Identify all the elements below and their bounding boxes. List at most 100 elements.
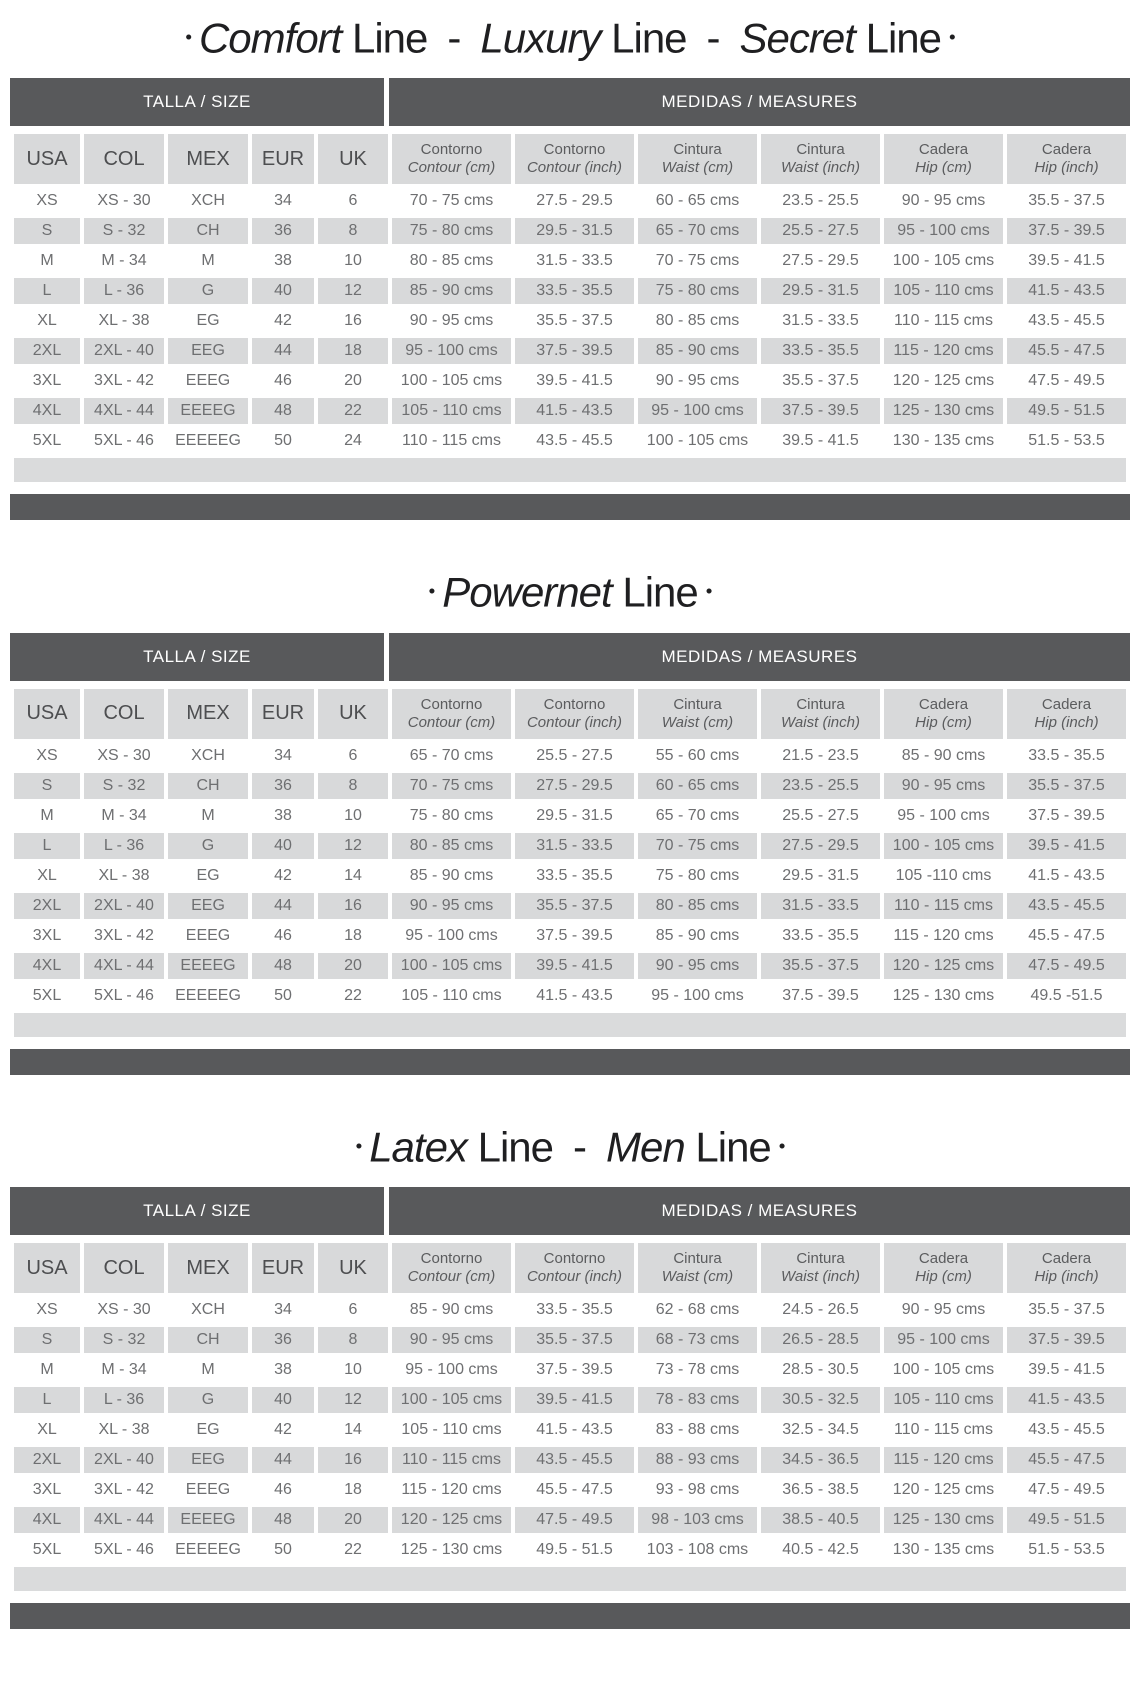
- measure-cell: 45.5 - 47.5: [515, 1477, 634, 1504]
- empty-row-cell: [14, 458, 1126, 483]
- measure-cell: 80 - 85 cms: [392, 248, 511, 275]
- measure-cell: 35.5 - 37.5: [1007, 188, 1126, 215]
- measure-cell: 95 - 100 cms: [392, 338, 511, 365]
- size-cell: EEEEG: [168, 952, 248, 979]
- size-cell: XCH: [168, 188, 248, 215]
- measure-header-es: Contorno: [420, 141, 483, 159]
- measure-cell: 29.5 - 31.5: [761, 862, 880, 889]
- table-row: XL XL - 38 EG 42 14 85 - 90 cms 33.5 - 35.5 75 …: [14, 862, 1126, 889]
- measure-header-en: Waist (inch): [781, 713, 860, 731]
- size-cell: 20: [318, 1507, 388, 1534]
- size-table: USA COL MEX EUR UK Contorno Contour (cm) Contor…: [10, 684, 1130, 1041]
- size-table: USA COL MEX EUR UK Contorno Contour (cm) Contor…: [10, 130, 1130, 487]
- measure-cell: 40.5 - 42.5: [761, 1537, 880, 1564]
- empty-row: [14, 1567, 1126, 1592]
- size-cell: S: [14, 772, 80, 799]
- size-cell: 42: [252, 308, 314, 335]
- size-cell: 44: [252, 1447, 314, 1474]
- measure-cell: 90 - 95 cms: [638, 952, 757, 979]
- measure-cell: 24.5 - 26.5: [761, 1297, 880, 1324]
- measure-cell: 29.5 - 31.5: [515, 802, 634, 829]
- measure-cell: 83 - 88 cms: [638, 1417, 757, 1444]
- size-cell: XS - 30: [84, 742, 164, 769]
- measure-cell: 105 - 110 cms: [884, 1387, 1003, 1414]
- measure-cell: 90 - 95 cms: [884, 188, 1003, 215]
- measure-cell: 115 - 120 cms: [884, 338, 1003, 365]
- size-cell: 20: [318, 952, 388, 979]
- measure-column-header: Cadera Hip (inch): [1007, 134, 1126, 185]
- measure-cell: 90 - 95 cms: [884, 1297, 1003, 1324]
- title-bullet: •: [949, 27, 956, 48]
- size-cell: EG: [168, 1417, 248, 1444]
- size-cell: 36: [252, 772, 314, 799]
- size-cell: EEG: [168, 1447, 248, 1474]
- measure-header-es: Cadera: [1041, 695, 1092, 713]
- measure-cell: 85 - 90 cms: [638, 922, 757, 949]
- measure-cell: 26.5 - 28.5: [761, 1327, 880, 1354]
- measure-cell: 28.5 - 30.5: [761, 1357, 880, 1384]
- size-cell: 6: [318, 188, 388, 215]
- size-column-header: UK: [318, 1243, 388, 1294]
- empty-row-cell: [14, 1567, 1126, 1592]
- measure-header-en: Waist (cm): [661, 159, 734, 177]
- group-header: TALLA / SIZE MEDIDAS / MEASURES: [10, 78, 1130, 127]
- size-cell: CH: [168, 1327, 248, 1354]
- measure-cell: 80 - 85 cms: [638, 892, 757, 919]
- title-segment: Line: [341, 14, 428, 62]
- size-cell: 34: [252, 188, 314, 215]
- measure-header-en: Hip (inch): [1034, 713, 1099, 731]
- size-cell: EEEEEG: [168, 982, 248, 1009]
- size-column-header: COL: [84, 134, 164, 185]
- size-cell: 36: [252, 218, 314, 245]
- measure-cell: 41.5 - 43.5: [515, 398, 634, 425]
- measure-header-en: Hip (cm): [915, 713, 972, 731]
- measure-cell: 35.5 - 37.5: [1007, 772, 1126, 799]
- column-header-row: USA COL MEX EUR UK Contorno Contour (cm) Contor…: [14, 134, 1126, 185]
- size-cell: 50: [252, 982, 314, 1009]
- measure-cell: 110 - 115 cms: [392, 1447, 511, 1474]
- table-row: 2XL 2XL - 40 EEG 44 18 95 - 100 cms 37.5 - 39.…: [14, 338, 1126, 365]
- size-cell: 44: [252, 338, 314, 365]
- measure-cell: 88 - 93 cms: [638, 1447, 757, 1474]
- measure-cell: 31.5 - 33.5: [761, 308, 880, 335]
- size-column-header: EUR: [252, 134, 314, 185]
- size-cell: M: [14, 802, 80, 829]
- measure-cell: 27.5 - 29.5: [761, 832, 880, 859]
- size-cell: 48: [252, 1507, 314, 1534]
- measure-cell: 62 - 68 cms: [638, 1297, 757, 1324]
- measure-header-es: Cadera: [918, 1250, 969, 1268]
- size-cell: XS: [14, 188, 80, 215]
- table-row: XS XS - 30 XCH 34 6 65 - 70 cms 25.5 - 27.5 55 …: [14, 742, 1126, 769]
- measure-cell: 90 - 95 cms: [392, 308, 511, 335]
- measure-cell: 100 - 105 cms: [884, 248, 1003, 275]
- size-cell: CH: [168, 218, 248, 245]
- size-cell: XL - 38: [84, 1417, 164, 1444]
- measure-cell: 27.5 - 29.5: [761, 248, 880, 275]
- size-cell: 34: [252, 742, 314, 769]
- measure-cell: 105 - 110 cms: [392, 1417, 511, 1444]
- size-cell: M - 34: [84, 1357, 164, 1384]
- size-cell: M: [168, 802, 248, 829]
- measure-cell: 23.5 - 25.5: [761, 188, 880, 215]
- table-row: 3XL 3XL - 42 EEEG 46 20 100 - 105 cms 39.5 - 4…: [14, 368, 1126, 395]
- measure-cell: 43.5 - 45.5: [1007, 308, 1126, 335]
- size-cell: L: [14, 278, 80, 305]
- size-cell: 14: [318, 862, 388, 889]
- column-header-row: USA COL MEX EUR UK Contorno Contour (cm) Contor…: [14, 1243, 1126, 1294]
- size-column-header: USA: [14, 134, 80, 185]
- measure-column-header: Contorno Contour (inch): [515, 1243, 634, 1294]
- measure-cell: 33.5 - 35.5: [515, 278, 634, 305]
- measure-cell: 31.5 - 33.5: [761, 892, 880, 919]
- measure-cell: 110 - 115 cms: [392, 428, 511, 455]
- measure-cell: 100 - 105 cms: [392, 1387, 511, 1414]
- measure-column-header: Cadera Hip (inch): [1007, 1243, 1126, 1294]
- measure-cell: 90 - 95 cms: [392, 892, 511, 919]
- measure-column-header: Cintura Waist (cm): [638, 688, 757, 739]
- measure-cell: 110 - 115 cms: [884, 308, 1003, 335]
- size-cell: XL: [14, 1417, 80, 1444]
- size-cell: L - 36: [84, 278, 164, 305]
- measure-cell: 39.5 - 41.5: [515, 952, 634, 979]
- measure-cell: 37.5 - 39.5: [761, 982, 880, 1009]
- section-title: • Comfort Line - Luxury Line - Secret Line •: [10, 10, 1130, 66]
